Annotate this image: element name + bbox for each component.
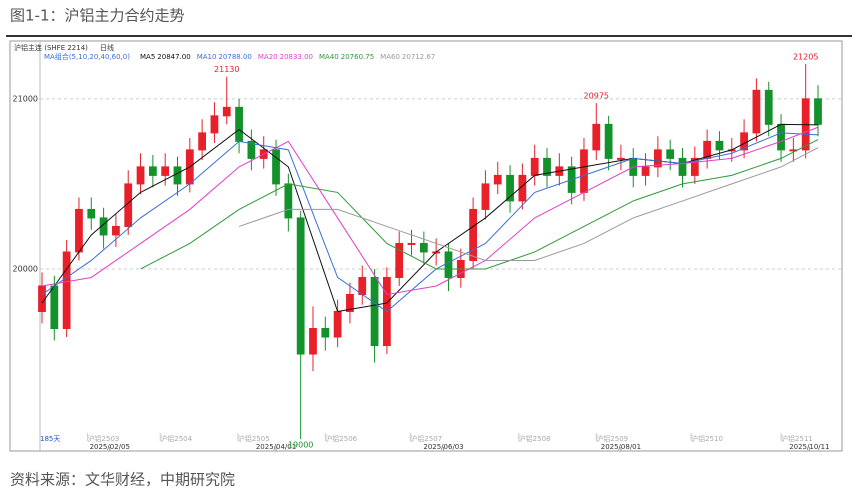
candle-body [530,157,539,176]
price-annotation: 21130 [214,65,239,74]
candle-body [543,157,551,176]
x-tick-label: 2025/02/05 [90,443,130,451]
candle-body [87,208,96,219]
candle-body [272,149,280,185]
x-tick-label: 2025/08/01 [601,443,641,451]
legend-value: 20833.00 [280,53,313,61]
candle-body [481,183,490,210]
candle-body [62,251,71,330]
candle-body [370,276,379,347]
y-tick-label: 21000 [13,94,38,103]
candle-body [395,242,404,278]
candle-body [518,174,527,202]
candle-body [247,140,256,159]
candle-body [321,328,330,338]
source: 资料来源：文华财经，中期研究院 [10,471,235,489]
candle-body [752,89,761,134]
contract-label: 沪铝2504 [160,434,192,443]
legend-value: 20788.00 [218,53,251,61]
price-annotation: 20975 [584,92,609,101]
candle-body [346,293,354,312]
candle-body [419,242,428,253]
page-title: 图1-1：沪铝主力合约走势 [10,7,185,25]
price-annotation: 19000 [288,441,313,450]
legend-name: MA60 [380,53,400,61]
candle-body [235,106,243,142]
candle-body [222,106,231,117]
candle-body [99,217,108,236]
candle-body [493,174,502,185]
candle-body [444,251,453,278]
symbol: 沪铝主连 (SHFE 2214) [14,43,88,52]
contract-label: 沪铝2511 [781,434,813,443]
candle-body [666,149,675,159]
y-tick-label: 20000 [13,264,38,273]
candle-body [148,166,157,176]
ma-line [41,123,819,313]
candle-body [641,166,650,176]
x-tick-label: 2025/10/11 [789,443,829,451]
contract-label: 沪铝2510 [691,434,723,443]
candle-body [592,123,601,151]
candle-body [38,285,46,312]
candle-body [309,328,317,355]
candle-body [469,208,477,261]
range-label: 185天 [40,435,60,443]
candle-body [358,276,367,295]
contract-label: 沪铝2505 [238,434,270,443]
contract-label: 沪铝2509 [596,434,628,443]
candle-body [124,183,133,227]
legend-value: 20847.00 [157,53,190,61]
x-tick-label: 2025/04/01 [256,443,296,451]
contract-label: 沪铝2503 [88,434,120,443]
contract-label: 沪铝2507 [410,434,442,443]
candle-body [777,123,785,151]
candle-body [112,225,120,236]
candle-body [333,310,342,338]
ma-line [140,139,819,270]
candle-body [50,285,59,330]
candle-body [604,123,613,159]
candle-body [136,166,145,185]
candle-body [407,242,416,245]
candle-body [296,217,305,355]
x-tick-label: 2025/06/03 [423,443,463,451]
price-annotation: 21205 [793,52,818,61]
candle-body [715,140,724,151]
candle-body [506,174,514,202]
legend-name: MA10 [197,53,217,61]
legend-name: MA40 [319,53,339,61]
legend-name: MA20 [258,53,278,61]
legend-value: 20712.67 [402,53,435,61]
period: 日线 [100,43,114,52]
candle-body [678,157,687,176]
candle-body [173,166,182,185]
legend-name: MA5 [140,53,155,61]
contract-label: 沪铝2508 [519,434,551,443]
candle-body [75,208,83,253]
legend-value: 20760.75 [341,53,374,61]
ma-group: MA组合(5,10,20,40,60,0) [44,52,130,61]
candle-body [161,166,170,176]
ma-line [41,126,819,296]
contract-label: 沪铝2506 [325,434,357,443]
candle-body [764,89,773,125]
candle-body [284,183,293,219]
candle-body [580,149,588,193]
candle-body [814,98,822,125]
candle-body [690,157,699,176]
ma-line [238,147,819,261]
candle-body [198,132,207,151]
candle-body [653,149,662,168]
candle-body [210,115,219,134]
candle-body [617,157,625,160]
